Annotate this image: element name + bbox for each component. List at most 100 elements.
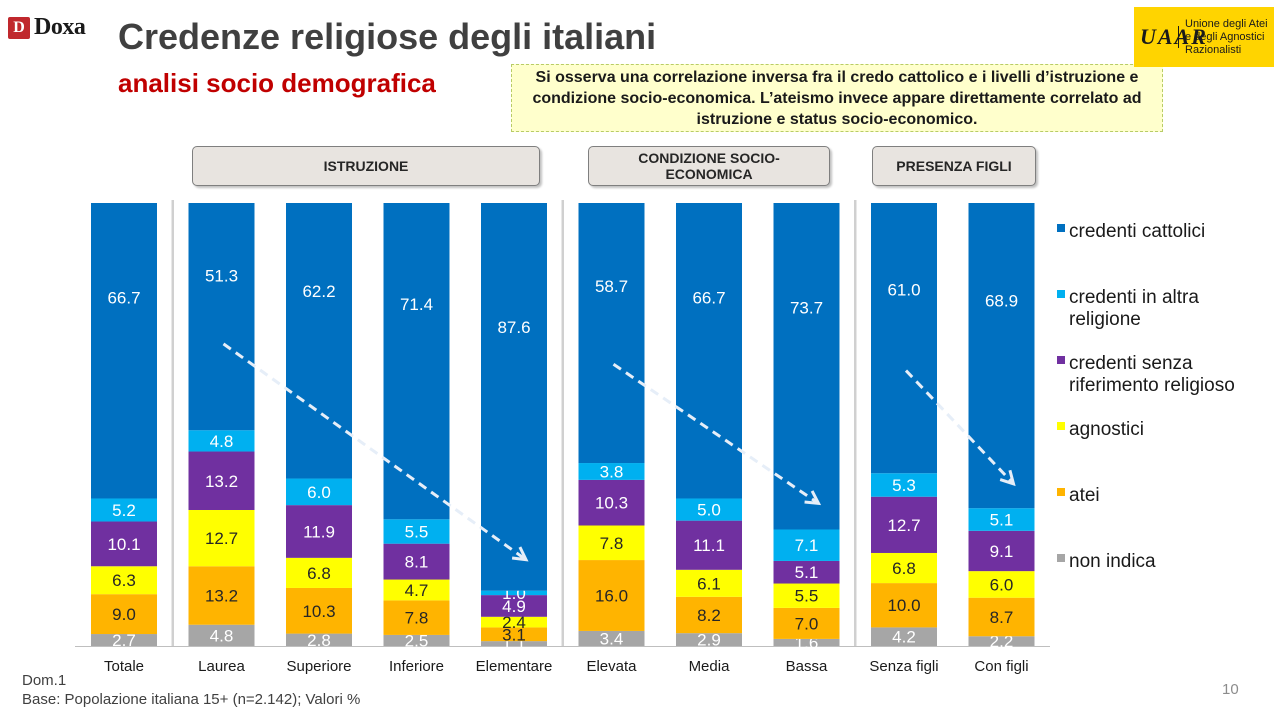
trend-arrow-head-3 [999, 469, 1016, 487]
bar-segment-media-credenti-cattolici [676, 203, 742, 499]
data-label-con-figli-credenti-senza-riferimento-religioso: 9.1 [990, 542, 1014, 561]
bar-segment-senza-figli-credenti-cattolici [871, 203, 937, 474]
bar-segment-elementare-credenti-in-altra-religione [481, 590, 547, 596]
data-label-media-credenti-in-altra-religione: 5.0 [697, 501, 721, 520]
bar-segment-totale-credenti-in-altra-religione [91, 498, 157, 522]
group-label-figli: PRESENZA FIGLI [872, 146, 1036, 186]
legend-swatch-agnostici [1057, 422, 1065, 430]
group-label-condizione: CONDIZIONE SOCIO-ECONOMICA [588, 146, 830, 186]
trend-arrow-3 [904, 369, 1015, 485]
bar-segment-inferiore-credenti-in-altra-religione [383, 519, 450, 544]
bar-segment-elementare-agnostici [481, 616, 547, 628]
category-label-bassa: Bassa [786, 658, 828, 675]
doxa-logo: D Doxa [8, 14, 86, 41]
data-label-totale-atei: 9.0 [112, 605, 136, 624]
data-label-senza-figli-atei: 10.0 [887, 596, 920, 615]
data-label-elevata-credenti-in-altra-religione: 3.8 [600, 462, 624, 481]
data-label-con-figli-atei: 8.7 [990, 608, 1014, 627]
data-label-inferiore-credenti-cattolici: 71.4 [400, 295, 433, 314]
bar-segment-bassa-credenti-senza-riferimento-religioso [773, 560, 840, 584]
data-label-senza-figli-credenti-senza-riferimento-religioso: 12.7 [887, 516, 920, 535]
legend-label-credenti-cattolici: credenti cattolici [1069, 221, 1205, 242]
data-label-elementare-agnostici: 2.4 [502, 613, 526, 632]
bar-segment-inferiore-non-indica [383, 634, 450, 646]
data-label-inferiore-atei: 7.8 [405, 609, 429, 628]
bar-segment-superiore-credenti-cattolici [286, 203, 352, 479]
bar-segment-totale-atei [91, 594, 157, 635]
legend-label-credenti-in-altra-religione-line-2: religione [1069, 309, 1141, 330]
data-label-laurea-credenti-cattolici: 51.3 [205, 267, 238, 286]
bar-segment-elevata-credenti-cattolici [578, 203, 645, 464]
legend-swatch-credenti-cattolici [1057, 224, 1065, 232]
bar-segment-con-figli-credenti-in-altra-religione [968, 508, 1035, 531]
data-label-totale-credenti-in-altra-religione: 5.2 [112, 501, 136, 520]
bar-segment-laurea-agnostici [188, 509, 255, 567]
category-label-elementare: Elementare [476, 658, 553, 675]
bar-segment-bassa-credenti-in-altra-religione [773, 529, 840, 561]
bar-segment-con-figli-non-indica [968, 636, 1035, 646]
bar-segment-superiore-agnostici [286, 557, 352, 588]
data-label-laurea-credenti-in-altra-religione: 4.8 [210, 432, 234, 451]
data-label-laurea-credenti-senza-riferimento-religioso: 13.2 [205, 472, 238, 491]
data-label-con-figli-agnostici: 6.0 [990, 575, 1014, 594]
doxa-logo-mark: D [8, 16, 30, 39]
data-label-elementare-atei: 3.1 [502, 625, 526, 644]
bar-segment-inferiore-atei [383, 600, 450, 635]
bar-segment-totale-credenti-senza-riferimento-religioso [91, 521, 157, 567]
category-label-con-figli: Con figli [974, 658, 1028, 675]
category-label-elevata: Elevata [586, 658, 637, 675]
bar-segment-elevata-non-indica [578, 630, 645, 646]
bar-segment-senza-figli-credenti-senza-riferimento-religioso [871, 496, 937, 553]
data-label-bassa-credenti-senza-riferimento-religioso: 5.1 [795, 563, 819, 582]
trend-arrow-head-2 [804, 490, 822, 506]
note-box: Si osserva una correlazione inversa fra … [511, 64, 1163, 132]
data-label-senza-figli-non-indica: 4.2 [892, 628, 916, 647]
legend-label-agnostici: agnostici [1069, 419, 1144, 440]
legend-swatch-non-indica [1057, 554, 1065, 562]
data-label-inferiore-credenti-senza-riferimento-religioso: 8.1 [405, 553, 429, 572]
data-label-media-non-indica: 2.9 [697, 631, 721, 650]
data-label-inferiore-agnostici: 4.7 [405, 581, 429, 600]
data-label-con-figli-non-indica: 2.2 [990, 632, 1014, 651]
data-label-superiore-agnostici: 6.8 [307, 564, 331, 583]
bar-segment-con-figli-atei [968, 597, 1035, 637]
bar-segment-laurea-credenti-senza-riferimento-religioso [188, 451, 255, 510]
bar-segment-totale-non-indica [91, 634, 157, 646]
data-label-totale-non-indica: 2.7 [112, 631, 136, 650]
category-label-inferiore: Inferiore [389, 658, 444, 675]
bar-segment-bassa-agnostici [773, 583, 840, 608]
page-subtitle: analisi socio demografica [118, 68, 436, 98]
data-label-superiore-credenti-cattolici: 62.2 [302, 282, 335, 301]
bar-segment-media-non-indica [676, 633, 742, 646]
footnote-dom: Dom.1 [22, 672, 67, 689]
data-label-totale-credenti-senza-riferimento-religioso: 10.1 [107, 535, 140, 554]
data-label-laurea-non-indica: 4.8 [210, 626, 234, 645]
legend-label-non-indica: non indica [1069, 551, 1156, 572]
data-label-bassa-agnostici: 5.5 [795, 587, 819, 606]
bar-segment-inferiore-credenti-cattolici [383, 203, 450, 520]
page-number: 10 [1222, 681, 1239, 698]
data-label-laurea-agnostici: 12.7 [205, 529, 238, 548]
bar-segment-media-atei [676, 596, 742, 634]
bar-segment-senza-figli-credenti-in-altra-religione [871, 473, 937, 497]
doxa-logo-text: Doxa [34, 14, 86, 40]
bar-segment-con-figli-credenti-senza-riferimento-religioso [968, 530, 1035, 572]
bar-segment-superiore-non-indica [286, 633, 352, 646]
data-label-superiore-non-indica: 2.8 [307, 631, 331, 650]
data-label-elevata-credenti-cattolici: 58.7 [595, 277, 628, 296]
category-label-totale: Totale [104, 658, 144, 675]
legend-label-credenti-senza-riferimento-religioso-line-1: credenti senza [1069, 353, 1193, 374]
bar-segment-con-figli-agnostici [968, 571, 1035, 598]
bar-segment-superiore-credenti-in-altra-religione [286, 478, 352, 506]
bar-segment-laurea-atei [188, 566, 255, 625]
data-label-elementare-credenti-senza-riferimento-religioso: 4.9 [502, 597, 526, 616]
bar-segment-elementare-credenti-cattolici [481, 203, 547, 591]
data-label-elevata-non-indica: 3.4 [600, 629, 624, 648]
bar-segment-bassa-atei [773, 607, 840, 639]
legend-label-credenti-senza-riferimento-religioso-line-2: riferimento religioso [1069, 375, 1235, 396]
data-label-totale-credenti-cattolici: 66.7 [107, 289, 140, 308]
data-label-con-figli-credenti-in-altra-religione: 5.1 [990, 511, 1014, 530]
legend-swatch-atei [1057, 488, 1065, 496]
data-label-media-credenti-senza-riferimento-religioso: 11.1 [693, 536, 725, 555]
